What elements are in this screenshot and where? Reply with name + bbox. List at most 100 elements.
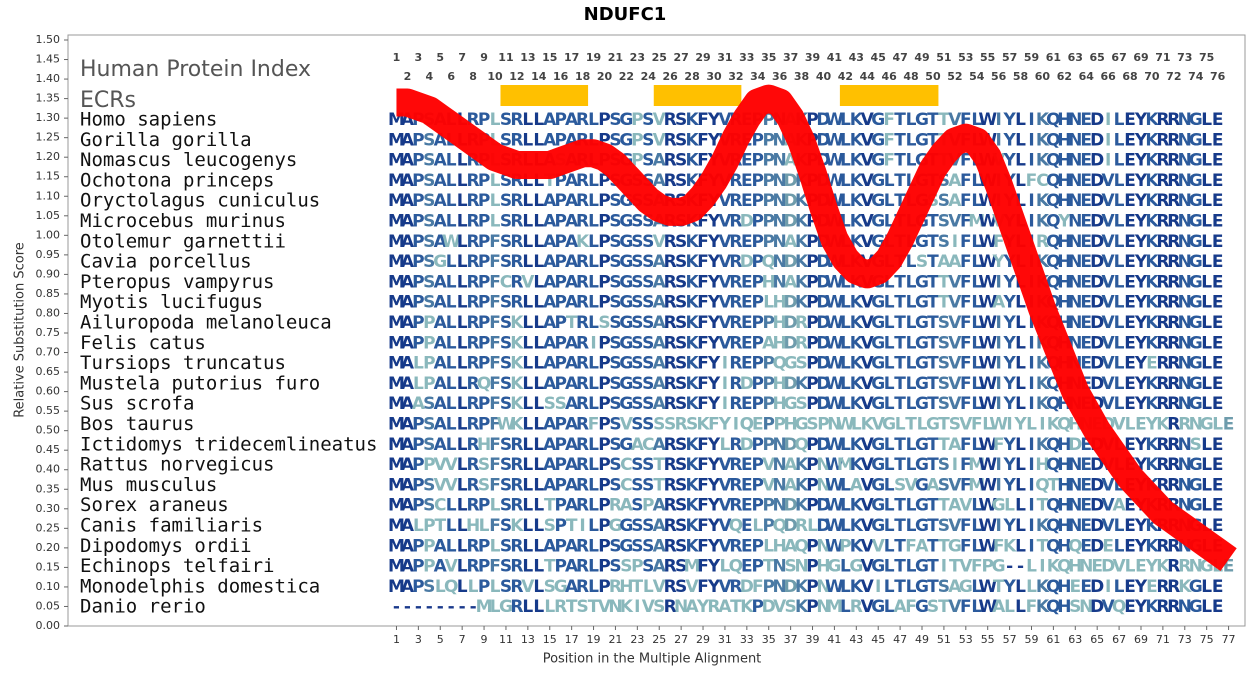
species-name: Ochotona princeps [80,169,274,191]
sequence: MAASALLRPFSKLLSSARLPSGSSARSKFYIREPPHGSPD… [388,394,1223,414]
y-tick-label: 1.30 [36,111,61,124]
human-index-label: 61 [1046,51,1061,64]
human-index-label: 32 [728,70,743,83]
y-axis-label: Relative Substitution Score [13,242,28,418]
human-index-label: 29 [695,51,710,64]
human-index-label: 60 [1035,70,1051,83]
human-index-label: 4 [425,70,433,83]
human-index-label: 3 [415,51,423,64]
ecr-bar [500,85,589,106]
ecr-label: ECRs [80,88,136,113]
species-name: Oryctolagus cuniculus [80,190,320,212]
human-index-label: 39 [805,51,820,64]
human-index-label: 66 [1100,70,1116,83]
x-tick-label: 11 [499,633,513,646]
human-index-label: 48 [903,70,918,83]
plot-frame [67,34,1246,627]
x-tick-label: 75 [1200,633,1214,646]
sequence: MALPALLRQFSKLLAPARLPSGSSARSKFYIRDPPHDKPD… [388,374,1223,394]
sequence: MAPPALLRPFSKLLAPTRLSSGSSARSKFYVREPPHDRPD… [388,313,1223,333]
y-tick-label: 0.70 [36,346,61,359]
ecr-bar [839,85,939,106]
sequence: MAPSALLRPFWKLLAPARFPSVSSSSRSKFYIQEPPHGSP… [388,415,1234,435]
y-tick-label: 1.00 [36,228,61,241]
species-name: Cavia porcellus [80,251,252,273]
y-tick-label: 1.50 [36,33,61,46]
x-tick-label: 3 [415,633,422,646]
sequence: MAPSGLLRPFSRLLAPARLPSGSSARSKFYVRDPQNDKPD… [388,252,1223,272]
human-index-label: 64 [1079,70,1095,83]
human-index-label: 51 [936,51,951,64]
human-index-label: 21 [608,51,623,64]
x-tick-label: 67 [1112,633,1126,646]
x-tick-label: 25 [652,633,666,646]
x-tick-label: 43 [849,633,863,646]
score-line [393,84,1237,571]
x-tick-label: 23 [630,633,644,646]
y-tick-label: 1.35 [36,92,61,105]
sequence: MALPTLLHLFSKLLSPT I LPGGSSARSKFYVQELPQDRLD… [388,516,1223,536]
human-index-label: 23 [630,51,645,64]
human-index-label: 71 [1155,51,1170,64]
sequence: MAPSALLRPFCRVLAPARLPSGSSARSKFYVREPHNAKPD… [388,272,1223,292]
sequence: MAPPAVLRPFSRLLTPARLPSSPSARSMFYLQEPTNSNPH… [388,557,1234,577]
human-index-label: 10 [487,70,503,83]
y-tick-label: 1.45 [36,53,61,66]
x-tick-label: 45 [871,633,885,646]
x-tick-label: 31 [718,633,732,646]
human-index-label: 26 [663,70,679,83]
y-tick-label: 1.10 [36,189,61,202]
human-index-label: 49 [914,51,929,64]
human-index-label: 33 [739,51,754,64]
x-tick-label: 39 [806,633,820,646]
x-tick-label: 13 [521,633,535,646]
x-tick-label: 21 [608,633,622,646]
ecr-bar [653,85,742,106]
human-index-label: 69 [1133,51,1148,64]
human-index-label: 68 [1122,70,1137,83]
species-name: Ailuropoda melanoleuca [80,312,332,334]
y-tick-label: 0.35 [36,482,61,495]
x-tick-label: 9 [481,633,488,646]
human-index-label: 11 [498,51,513,64]
human-index-label: 73 [1177,51,1192,64]
species-name: Sus scrofa [80,393,194,415]
y-tick-label: 1.15 [36,170,61,183]
sequence: MALPALLRPFSKLLAPARLPSGSSARSKFYIREPPQGSPD… [388,354,1223,374]
y-tick-label: 0.60 [36,385,61,398]
x-tick-label: 19 [587,633,601,646]
species-name: Mus musculus [80,474,217,496]
y-tick-label: 0.25 [36,521,61,534]
y-tick-label: 0.95 [36,248,61,261]
human-index-label: 36 [772,70,788,83]
species-name: Canis familiaris [80,515,263,537]
x-tick-label: 77 [1222,633,1236,646]
human-index-label: 20 [597,70,613,83]
x-tick-label: 33 [740,633,754,646]
x-tick-label: 35 [762,633,776,646]
species-name: Dipodomys ordii [80,535,252,557]
human-index-label: 46 [882,70,898,83]
sequence: - - - - - - - -MLGRLLLRTSTVNKIVSRNAYRATKPDVSKPN… [393,597,1224,617]
y-tick-label: 0.15 [36,560,61,573]
human-index-label: 65 [1090,51,1105,64]
human-index-label: 56 [991,70,1007,83]
y-tick-label: 0.05 [36,599,61,612]
human-index-label: 67 [1111,51,1126,64]
human-index-label: 38 [794,70,809,83]
x-tick-label: 71 [1156,633,1170,646]
y-tick-label: 0.00 [36,619,61,632]
human-index-label: 53 [958,51,973,64]
x-tick-label: 53 [959,633,973,646]
x-tick-label: 47 [893,633,907,646]
x-tick-label: 69 [1134,633,1148,646]
x-tick-label: 37 [784,633,798,646]
species-name: Felis catus [80,332,206,354]
human-index-label: 63 [1068,51,1083,64]
species-name: Ictidomys tridecemlineatus [80,433,377,455]
sequence: MAPSALLRPLSRLLAPARLPSGSSARSKFYVRDPPNDKPD… [388,212,1223,232]
x-tick-label: 1 [393,633,400,646]
y-tick-label: 0.85 [36,287,61,300]
x-tick-label: 61 [1046,633,1060,646]
x-tick-label: 65 [1090,633,1104,646]
